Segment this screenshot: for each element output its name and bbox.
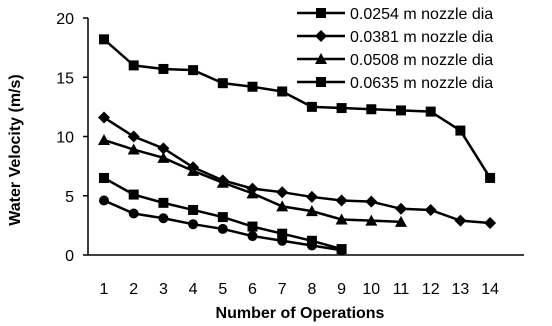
series-layer [98, 34, 497, 256]
legend-label: 0.0381 m nozzle dia [350, 29, 493, 46]
data-point [127, 130, 140, 143]
data-point [365, 214, 378, 226]
data-point [157, 142, 170, 155]
data-point [485, 172, 496, 183]
data-point [128, 60, 139, 71]
x-tick-label: 9 [337, 281, 346, 298]
data-point [335, 213, 348, 225]
x-tick-label: 11 [393, 281, 410, 298]
y-tick-label: 0 [65, 248, 74, 265]
series-5 [99, 195, 347, 256]
data-point [128, 208, 139, 219]
x-tick-label: 1 [100, 281, 109, 298]
data-point [247, 231, 258, 242]
data-point [305, 205, 318, 217]
data-point [188, 219, 199, 230]
x-axis-title: Number of Operations [216, 305, 385, 322]
x-axis-ticks: 1 2 3 4 5 6 7 8 9 10 11 12 13 14 [100, 281, 500, 298]
series-1 [99, 34, 496, 183]
data-point [99, 195, 109, 206]
x-tick-label: 5 [218, 281, 227, 298]
data-point [306, 101, 317, 112]
data-point [365, 195, 378, 208]
x-tick-label: 14 [481, 281, 499, 298]
data-point [454, 214, 467, 227]
x-tick-label: 7 [278, 281, 287, 298]
legend-label: 0.0508 m nozzle dia [350, 52, 493, 69]
legend-marker [316, 8, 326, 18]
data-point [247, 221, 258, 232]
x-tick-label: 2 [129, 281, 138, 298]
x-tick-label: 4 [189, 281, 198, 298]
data-point [395, 215, 407, 227]
legend-marker [316, 77, 326, 87]
data-point [127, 143, 140, 155]
data-point [188, 65, 199, 76]
y-tick-label: 15 [56, 70, 74, 87]
data-point [277, 235, 288, 246]
data-point [277, 86, 288, 97]
data-point [158, 197, 169, 208]
data-point [217, 212, 228, 223]
data-point [98, 111, 110, 124]
data-point [306, 240, 317, 251]
series-line [103, 138, 402, 224]
y-axis-title: Water Velocity (m/s) [7, 74, 24, 225]
data-point [98, 134, 110, 146]
y-tick-label: 5 [65, 189, 74, 206]
legend-label: 0.0635 m nozzle dia [350, 75, 493, 92]
data-point [188, 204, 199, 215]
data-point [99, 172, 109, 183]
data-point [217, 223, 228, 234]
data-point [246, 187, 259, 199]
x-tick-label: 3 [159, 281, 168, 298]
y-axis-ticks: 0 5 10 15 20 [56, 11, 88, 265]
x-tick-label: 12 [422, 281, 440, 298]
y-tick-label: 20 [56, 11, 74, 28]
data-point [336, 245, 347, 256]
data-point [425, 106, 436, 117]
legend-marker [315, 53, 327, 64]
data-point [187, 164, 200, 176]
data-point [216, 176, 229, 188]
data-point [395, 202, 407, 215]
data-point [455, 125, 466, 136]
series-3 [98, 134, 407, 227]
data-point [276, 186, 289, 199]
x-tick-label: 13 [452, 281, 470, 298]
data-point [277, 228, 288, 239]
data-point [247, 81, 258, 92]
legend: 0.0254 m nozzle dia 0.0381 m nozzle dia 0.… [297, 6, 493, 92]
data-point [276, 200, 289, 212]
data-point [396, 105, 406, 116]
data-point [305, 190, 318, 203]
data-point [217, 78, 228, 89]
data-point [424, 203, 437, 216]
data-point [366, 104, 377, 115]
x-tick-label: 6 [248, 281, 257, 298]
data-point [335, 194, 348, 207]
y-tick-label: 10 [56, 130, 74, 147]
series-2 [98, 111, 497, 230]
data-point [158, 213, 169, 224]
legend-label: 0.0254 m nozzle dia [350, 6, 493, 23]
x-tick-label: 8 [307, 281, 316, 298]
legend-marker [315, 30, 327, 42]
data-point [128, 189, 139, 200]
data-point [336, 103, 347, 114]
data-point [158, 63, 169, 74]
x-tick-label: 10 [362, 281, 380, 298]
data-point [157, 151, 170, 163]
data-point [99, 34, 109, 45]
data-point [484, 217, 497, 230]
